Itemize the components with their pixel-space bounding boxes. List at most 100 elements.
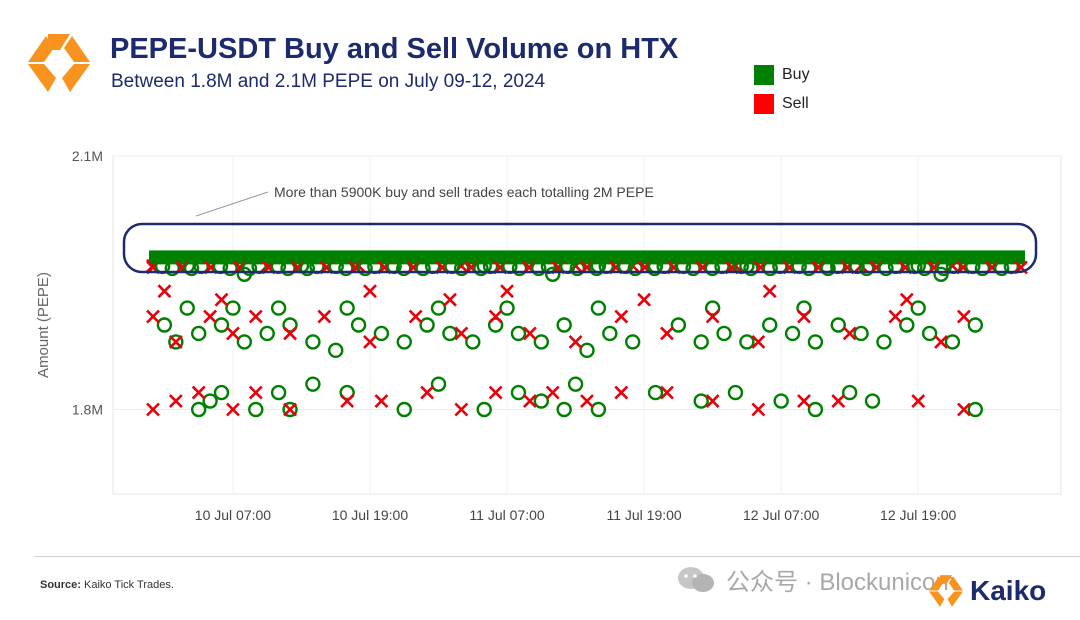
buy-point (453, 260, 470, 277)
buy-point (743, 260, 759, 277)
sell-point (157, 284, 172, 299)
sell-point (614, 309, 629, 324)
sell-point (363, 284, 377, 299)
buy-point (396, 401, 412, 418)
legend-label-sell: Sell (782, 95, 809, 112)
sell-point (614, 385, 629, 400)
buy-point (499, 300, 515, 316)
buy-point (796, 300, 812, 316)
buy-point (967, 401, 984, 418)
buy-point (545, 266, 561, 282)
sell-point (500, 284, 514, 299)
buy-point (531, 260, 547, 277)
annotation-leader-line (195, 191, 269, 217)
buy-point (878, 260, 894, 277)
sell-point (363, 334, 377, 349)
buy-point (974, 260, 991, 277)
buy-point (646, 260, 663, 277)
buy-point (339, 384, 355, 401)
sell-point (408, 309, 423, 324)
buy-point (259, 325, 275, 342)
logo-mark (28, 34, 90, 92)
sell-point (899, 292, 914, 307)
buy-point (511, 260, 528, 277)
sell-point (568, 334, 583, 349)
highlight-box (122, 222, 1038, 274)
buy-point (190, 401, 207, 418)
buy-point (442, 325, 458, 342)
source-note: Source: Kaiko Tick Trades. (40, 579, 174, 591)
buy-point (533, 393, 550, 409)
dense-band (146, 250, 1028, 277)
brand: Kaiko (928, 574, 1046, 608)
sell-point (751, 402, 766, 417)
buy-point (396, 260, 412, 277)
sell-point (340, 394, 355, 408)
buy-point (350, 317, 367, 333)
wechat-icon (678, 566, 714, 592)
watermark: 公众号 · Blockunicorn (676, 562, 957, 597)
buy-point (994, 260, 1010, 277)
sell-point (248, 309, 263, 324)
buy-point (487, 317, 504, 333)
sell-point (283, 326, 297, 341)
buy-point (579, 342, 595, 359)
buy-point (704, 300, 721, 316)
buy-point (569, 260, 586, 277)
buy-point (299, 260, 316, 277)
brand-name: Kaiko (970, 575, 1047, 606)
sell-point (226, 326, 240, 341)
sell-point (580, 394, 594, 408)
buy-point (328, 342, 344, 359)
sell-point (797, 394, 811, 408)
sell-point (705, 309, 720, 324)
sell-point (146, 402, 160, 417)
buy-point (473, 260, 489, 277)
buy-point (168, 334, 184, 350)
buy-point (248, 401, 264, 418)
legend-item-sell[interactable]: Sell (754, 93, 810, 115)
sell-point (660, 326, 674, 341)
buy-point (415, 260, 431, 277)
source-label: Source: (40, 579, 81, 591)
sell-point (283, 402, 297, 417)
buy-point (685, 260, 701, 277)
sell-point (317, 309, 332, 324)
x-tick-label: 11 Jul 19:00 (606, 507, 681, 523)
buy-point (339, 300, 355, 316)
buy-point (430, 300, 447, 316)
buy-point (430, 376, 447, 392)
buy-point (305, 376, 321, 392)
sell-point (842, 326, 857, 341)
x-tick-label: 10 Jul 07:00 (195, 507, 271, 523)
buy-point (762, 317, 778, 333)
chart-subtitle: Between 1.8M and 2.1M PEPE on July 09-12… (111, 71, 546, 92)
legend-item-buy[interactable]: Buy (754, 64, 810, 86)
buy-point (967, 317, 984, 333)
buy-point (647, 384, 664, 401)
annotation-text: More than 5900K buy and sell trades each… (274, 184, 654, 200)
sell-point (545, 385, 560, 400)
sell-point (956, 402, 971, 417)
buy-point (567, 376, 584, 392)
x-tick-label: 11 Jul 07:00 (469, 507, 544, 523)
sell-point (443, 292, 457, 307)
buy-point (179, 300, 195, 316)
sell-point (956, 309, 971, 324)
buy-point (270, 384, 287, 401)
y-axis: 2.1M 1.8M (72, 148, 103, 418)
sell-point (797, 309, 811, 324)
buy-point (556, 317, 572, 333)
sell-point (705, 394, 720, 408)
y-axis-label: Amount (PEPE) (35, 272, 52, 378)
kaiko-brand-icon (929, 575, 963, 607)
buy-point (602, 325, 618, 342)
watermark-text: 公众号 · Blockunicorn (726, 569, 957, 596)
buy-point (270, 300, 287, 316)
buy-point (716, 325, 732, 342)
buy-point (280, 260, 296, 277)
buy-point (510, 384, 527, 401)
legend: Buy Sell (754, 64, 810, 122)
buy-point (357, 260, 373, 277)
buy-point (465, 334, 481, 350)
